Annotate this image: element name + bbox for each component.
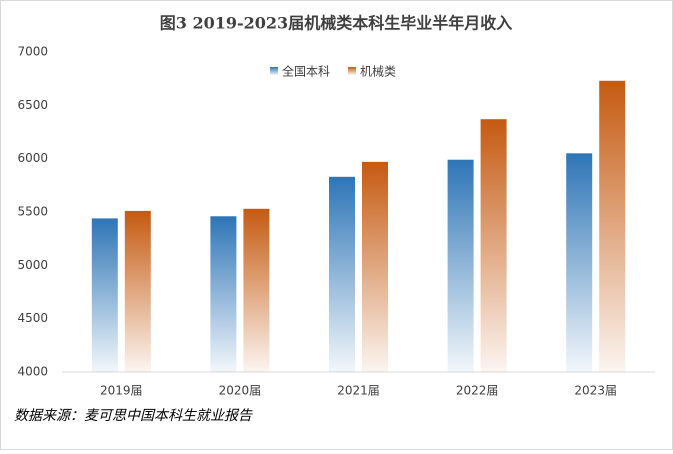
y-tick-label: 6000 [17, 151, 48, 165]
bar [329, 176, 355, 372]
x-tick-label: 2022届 [456, 384, 499, 398]
bar [566, 153, 593, 372]
bar [243, 208, 270, 372]
bar [480, 119, 507, 372]
bar [447, 159, 474, 372]
chart-title: 图3 2019-2023届机械类本科生毕业半年月收入 [160, 14, 512, 33]
x-tick-label: 2020届 [219, 384, 262, 398]
bar [210, 216, 237, 372]
legend-label: 全国本科 [282, 64, 330, 79]
y-tick-label: 4500 [17, 311, 48, 325]
bar [599, 80, 626, 373]
legend-swatch [348, 67, 357, 75]
y-tick-label: 5000 [17, 258, 48, 272]
y-tick-label: 7000 [17, 45, 48, 59]
legend-label: 机械类 [360, 64, 396, 79]
bar [91, 218, 118, 372]
y-tick-label: 6500 [17, 98, 48, 112]
bar [362, 161, 388, 372]
y-tick-label: 4000 [17, 365, 48, 379]
x-tick-label: 2021届 [337, 384, 380, 398]
y-tick-label: 5500 [17, 205, 48, 219]
bar [124, 210, 151, 372]
source-note: 数据来源：麦可思中国本科生就业报告 [14, 408, 253, 424]
legend-swatch [270, 67, 278, 75]
x-tick-label: 2023届 [574, 384, 617, 398]
x-tick-label: 2019届 [100, 384, 143, 398]
